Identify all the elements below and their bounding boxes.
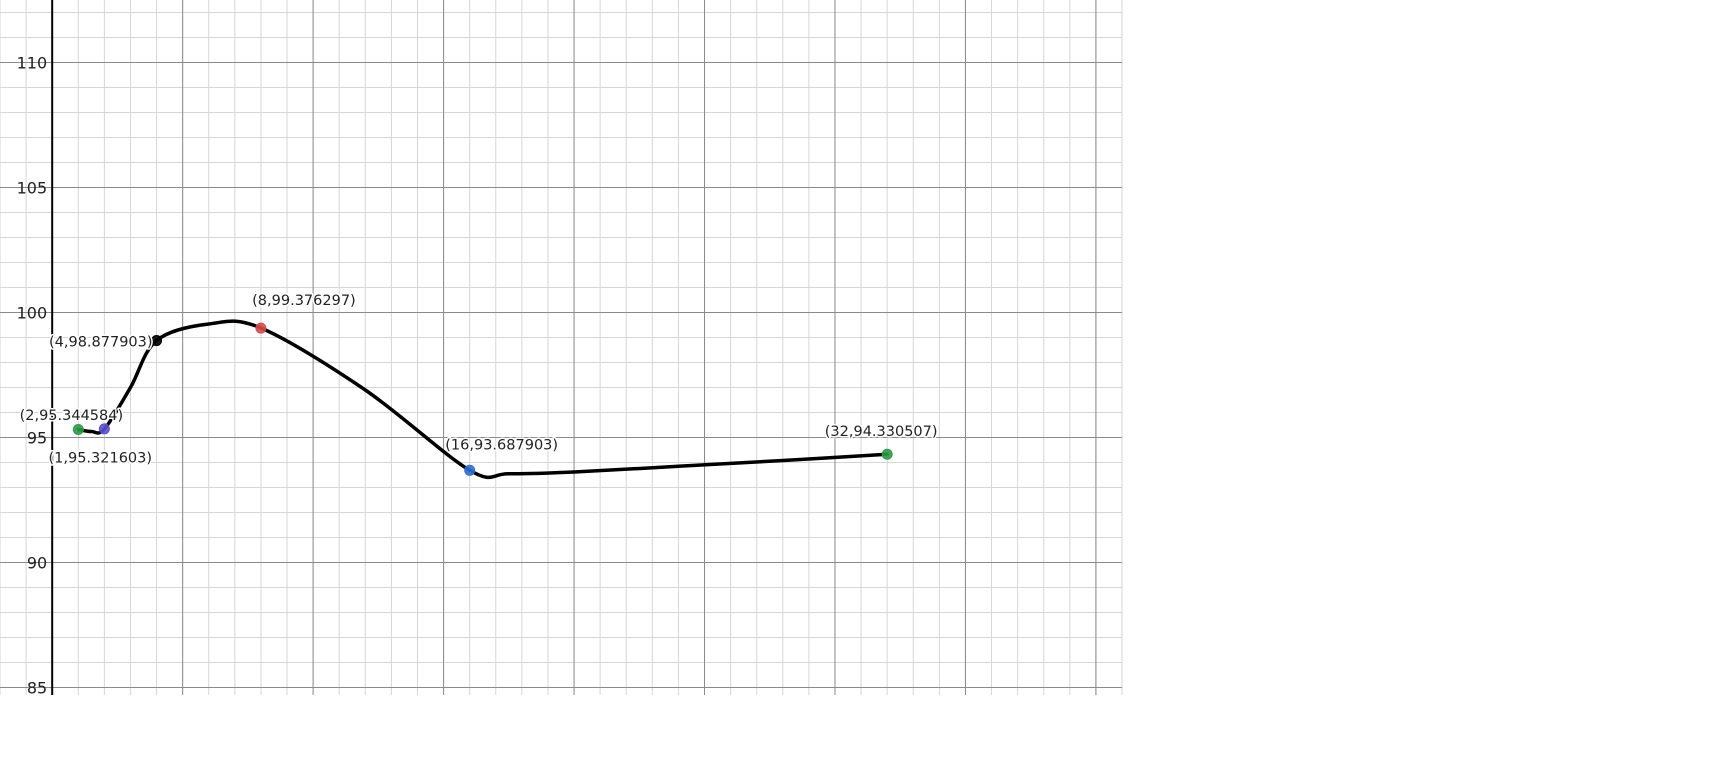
point-label: (1,95.321603) (48, 450, 152, 466)
point-label: (16,93.687903) (445, 437, 558, 453)
point-label: (4,98.877903) (49, 335, 153, 351)
data-point (464, 464, 476, 476)
y-tick-label: 95 (27, 429, 47, 448)
minor-grid (0, 0, 1123, 695)
y-tick-label: 100 (17, 304, 48, 323)
curve-layer (76, 319, 889, 480)
point-label: (8,99.376297) (252, 293, 356, 309)
y-tick-label: 85 (27, 679, 47, 698)
y-tick-label: 105 (17, 179, 48, 198)
point-label: (32,94.330507) (825, 424, 938, 440)
y-tick-labels: 85 90 95 100 105 110 (17, 54, 48, 698)
point-labels: (1,95.321603) (2,95.344584) (4,98.877903) (… (18, 292, 939, 468)
data-points (72, 322, 893, 476)
y-tick-label: 90 (27, 554, 47, 573)
data-point (72, 423, 84, 435)
data-point (881, 448, 893, 460)
point-label: (2,95.344584) (20, 408, 124, 424)
data-point (151, 335, 163, 347)
series-line (76, 319, 889, 480)
major-grid (0, 0, 1122, 695)
data-point (98, 423, 110, 435)
y-tick-label: 110 (17, 54, 48, 73)
data-point (255, 322, 267, 334)
